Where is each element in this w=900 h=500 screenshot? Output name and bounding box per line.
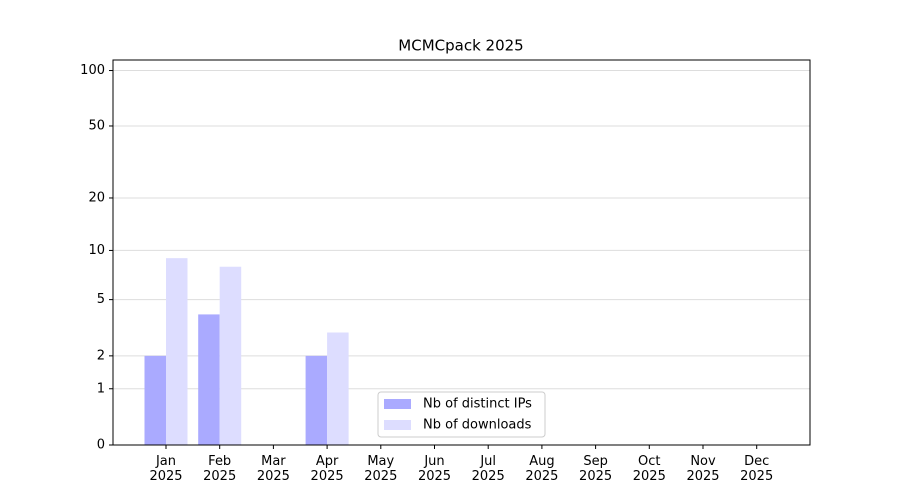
legend: Nb of distinct IPs Nb of downloads <box>377 391 546 438</box>
y-tick-label: 1 <box>97 381 105 396</box>
bar <box>144 355 166 445</box>
x-tick-label: Jul 2025 <box>471 454 505 484</box>
x-tick-label: Nov 2025 <box>686 454 720 484</box>
axes-frame <box>112 59 811 446</box>
bar <box>327 332 349 445</box>
legend-label: Nb of downloads <box>423 418 532 433</box>
x-tick-label: Oct 2025 <box>632 454 666 484</box>
x-tick-label: Jan 2025 <box>149 454 183 484</box>
x-tick-label: Aug 2025 <box>525 454 559 484</box>
x-tick-label: Sep 2025 <box>579 454 613 484</box>
legend-label: Nb of distinct IPs <box>423 397 532 412</box>
legend-box <box>377 391 546 438</box>
x-tick-label: Mar 2025 <box>256 454 290 484</box>
x-tick-label: May 2025 <box>364 454 398 484</box>
y-tick-label: 100 <box>80 63 105 78</box>
y-tick-label: 20 <box>88 190 105 205</box>
x-tick-label: Jun 2025 <box>417 454 452 484</box>
bar <box>219 266 242 445</box>
x-tick-label: Apr 2025 <box>310 454 344 484</box>
x-tick-label: Feb 2025 <box>203 454 237 484</box>
legend-swatch <box>384 399 411 409</box>
bar <box>305 355 328 445</box>
y-tick-label: 50 <box>88 118 105 133</box>
y-tick-label: 10 <box>88 243 105 258</box>
y-tick-label: 2 <box>97 348 105 363</box>
chart-title: MCMCpack 2025 <box>398 37 523 55</box>
y-tick-label: 5 <box>97 292 105 307</box>
bar <box>198 314 220 445</box>
x-tick-label: Dec 2025 <box>740 454 774 484</box>
bar <box>166 258 188 445</box>
legend-swatch <box>384 420 411 430</box>
y-tick-label: 0 <box>97 438 105 453</box>
